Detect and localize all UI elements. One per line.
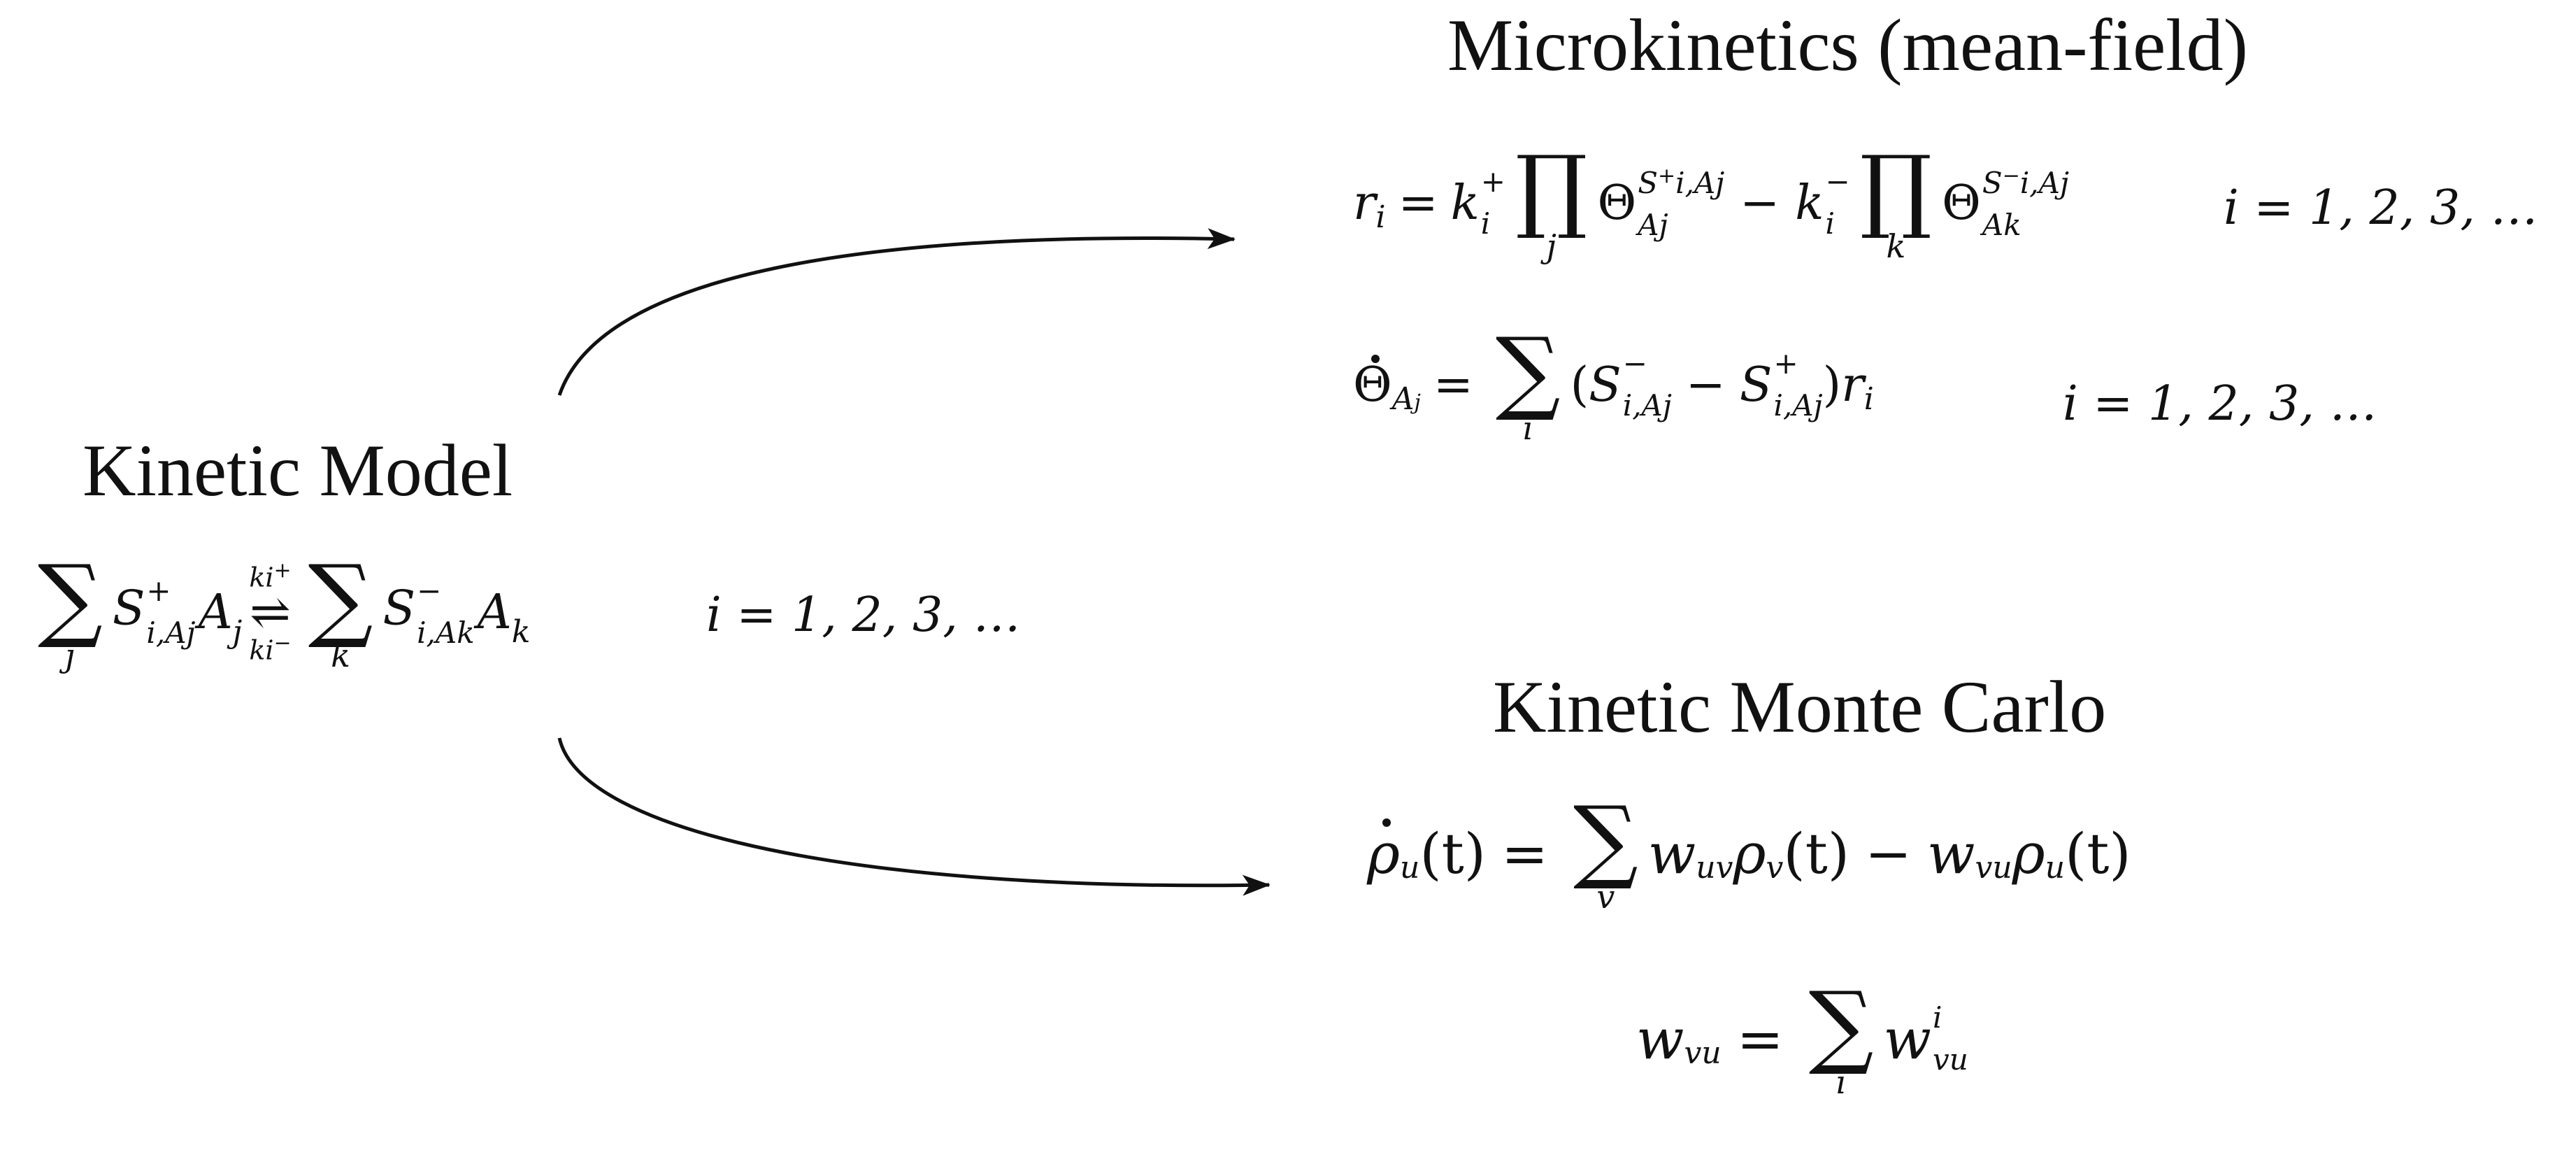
microkinetics-rate-index-range: i = 1, 2, 3, …	[2224, 180, 2538, 236]
stoich-minus: S − i,Ak	[382, 574, 475, 650]
arrow-to-kmc	[557, 737, 1271, 896]
sum-over-j: ∑ j	[38, 545, 103, 674]
microkinetics-heading: Microkinetics (mean-field)	[1447, 4, 2248, 86]
equilibrium-arrow: ki+ ⇌ ki−	[249, 558, 292, 666]
kinetic-model-index-range: i = 1, 2, 3, …	[706, 588, 1021, 643]
species-left: Aj	[198, 584, 243, 650]
arrow-to-microkinetics	[557, 228, 1236, 396]
sum-over-i-kmc: ∑ i	[1808, 972, 1874, 1101]
kmc-rate-equation: w vu = ∑ i w i vu	[1636, 972, 1968, 1101]
product-over-k: ∏ k	[1859, 136, 1933, 265]
microkinetics-coverage-index-range: i = 1, 2, 3, …	[2063, 376, 2377, 432]
sum-over-k: ∑ k	[308, 545, 373, 674]
kinetic-model-equation: ∑ j S + i,Aj Aj ki+ ⇌ ki− ∑ k S − i,Ak Ak	[28, 553, 530, 672]
kmc-master-equation: ρ u (t) = ∑ v w uv ρ v (t) − w vu ρ u (t)	[1367, 786, 2131, 916]
sum-over-v: ∑ v	[1573, 786, 1638, 916]
stoich-plus: S + i,Aj	[112, 574, 196, 650]
kinetic-model-heading: Kinetic Model	[83, 430, 513, 511]
sum-over-i: ∑ i	[1495, 318, 1561, 447]
product-over-j: ∏ j	[1515, 136, 1588, 265]
species-right: Ak	[477, 584, 531, 650]
kmc-heading: Kinetic Monte Carlo	[1493, 666, 2107, 748]
